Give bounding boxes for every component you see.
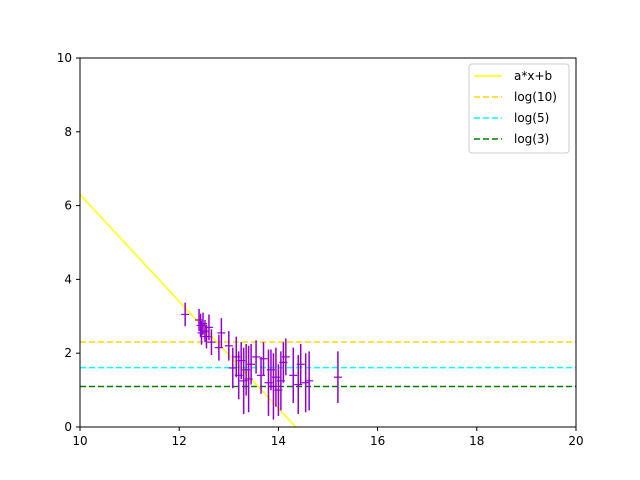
data-point (181, 302, 190, 327)
x-tick-label: 16 (370, 434, 385, 448)
y-axis: 0 2 4 6 8 10 (57, 51, 80, 434)
y-tick-label: 2 (64, 346, 72, 360)
legend-label: a*x+b (514, 69, 552, 83)
legend-label: log(3) (514, 132, 549, 146)
data-point (259, 342, 268, 376)
x-tick-label: 20 (568, 434, 583, 448)
data-point (195, 308, 204, 332)
x-axis: 10 12 14 16 18 20 (72, 427, 584, 448)
data-point (333, 351, 342, 404)
data-point (204, 314, 213, 341)
legend-label: log(5) (514, 111, 549, 125)
x-tick-label: 10 (72, 434, 87, 448)
legend-label: log(10) (514, 90, 557, 104)
legend-box (468, 63, 570, 154)
legend: a*x+b log(10) log(5) log(3) (468, 63, 570, 154)
y-tick-label: 4 (64, 272, 72, 286)
data-points (181, 302, 342, 420)
y-tick-label: 6 (64, 199, 72, 213)
x-tick-label: 14 (271, 434, 286, 448)
data-point (301, 353, 310, 413)
data-point (296, 343, 305, 385)
y-tick-label: 0 (64, 420, 72, 434)
x-tick-label: 18 (469, 434, 484, 448)
data-point (305, 351, 314, 411)
fit-line (79, 194, 297, 428)
reference-lines (80, 341, 576, 388)
legend-items: a*x+b log(10) log(5) log(3) (474, 69, 557, 146)
data-point (224, 331, 233, 361)
data-point (281, 338, 290, 376)
fit-line-layer (79, 194, 297, 428)
data-point (197, 321, 206, 345)
y-tick-label: 10 (57, 51, 72, 65)
data-point (289, 347, 298, 404)
x-tick-label: 12 (172, 434, 187, 448)
data-point (228, 347, 237, 389)
data-point (252, 340, 261, 374)
y-tick-label: 8 (64, 125, 72, 139)
data-point (217, 318, 226, 348)
data-point (200, 319, 209, 343)
data-point (207, 329, 216, 356)
axes-frame (79, 57, 577, 428)
data-point (247, 343, 256, 385)
